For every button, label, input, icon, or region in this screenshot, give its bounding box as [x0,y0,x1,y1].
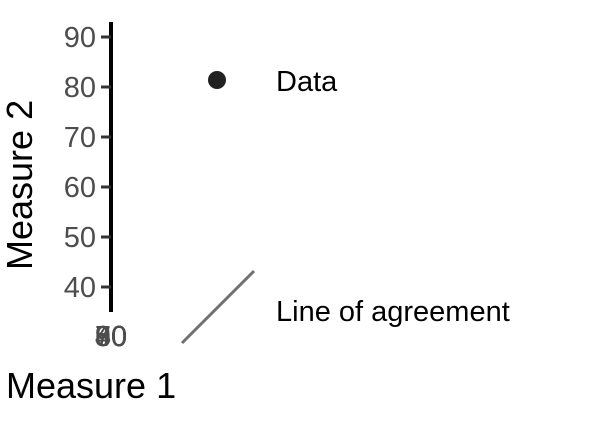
y-tick-label: 70 [64,122,96,154]
y-tick-label: 40 [64,272,96,304]
x-tick-label: 40 [95,321,127,353]
y-tick-label: 60 [64,172,96,204]
legend-key-line-of-agreement [180,269,256,345]
x-tick-label: 70 [95,321,127,353]
legend-key-data-point [208,71,226,89]
y-tick-label: 80 [64,72,96,104]
x-axis-title: Measure 1 [6,365,176,406]
legend: Data Line of agreement [180,66,510,345]
legend-label-line-of-agreement: Line of agreement [276,296,510,328]
legend-label-data: Data [276,66,338,98]
x-tick-label: 60 [95,321,127,353]
x-tick-label: 80 [95,321,127,353]
x-tick-label: 90 [95,321,127,353]
y-tick-label: 90 [64,22,96,54]
y-tick-label: 50 [64,222,96,254]
x-tick-label: 50 [95,321,127,353]
y-axis-title: Measure 2 [0,100,40,270]
y-axis-ticks: 40 50 60 70 80 90 [64,22,111,304]
